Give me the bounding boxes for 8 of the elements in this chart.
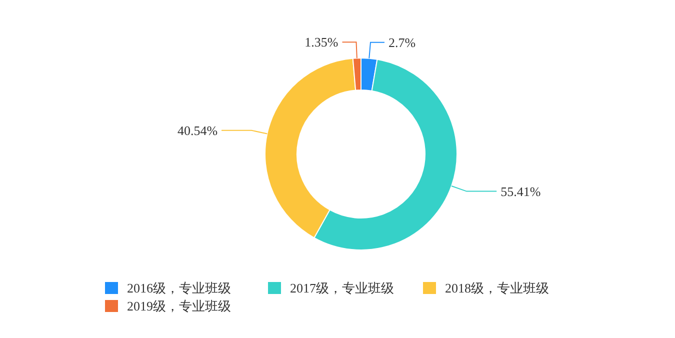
data-label: 2.7%	[388, 34, 416, 50]
legend-label: 2018级，专业班级	[445, 280, 549, 296]
legend-label: 2017级，专业班级	[290, 280, 394, 296]
legend-label: 2016级，专业班级	[127, 280, 231, 296]
data-label: 1.35%	[304, 34, 338, 50]
legend-label: 2019级，专业班级	[127, 298, 231, 314]
data-label: 40.54%	[177, 122, 218, 138]
data-label: 55.41%	[500, 184, 541, 199]
